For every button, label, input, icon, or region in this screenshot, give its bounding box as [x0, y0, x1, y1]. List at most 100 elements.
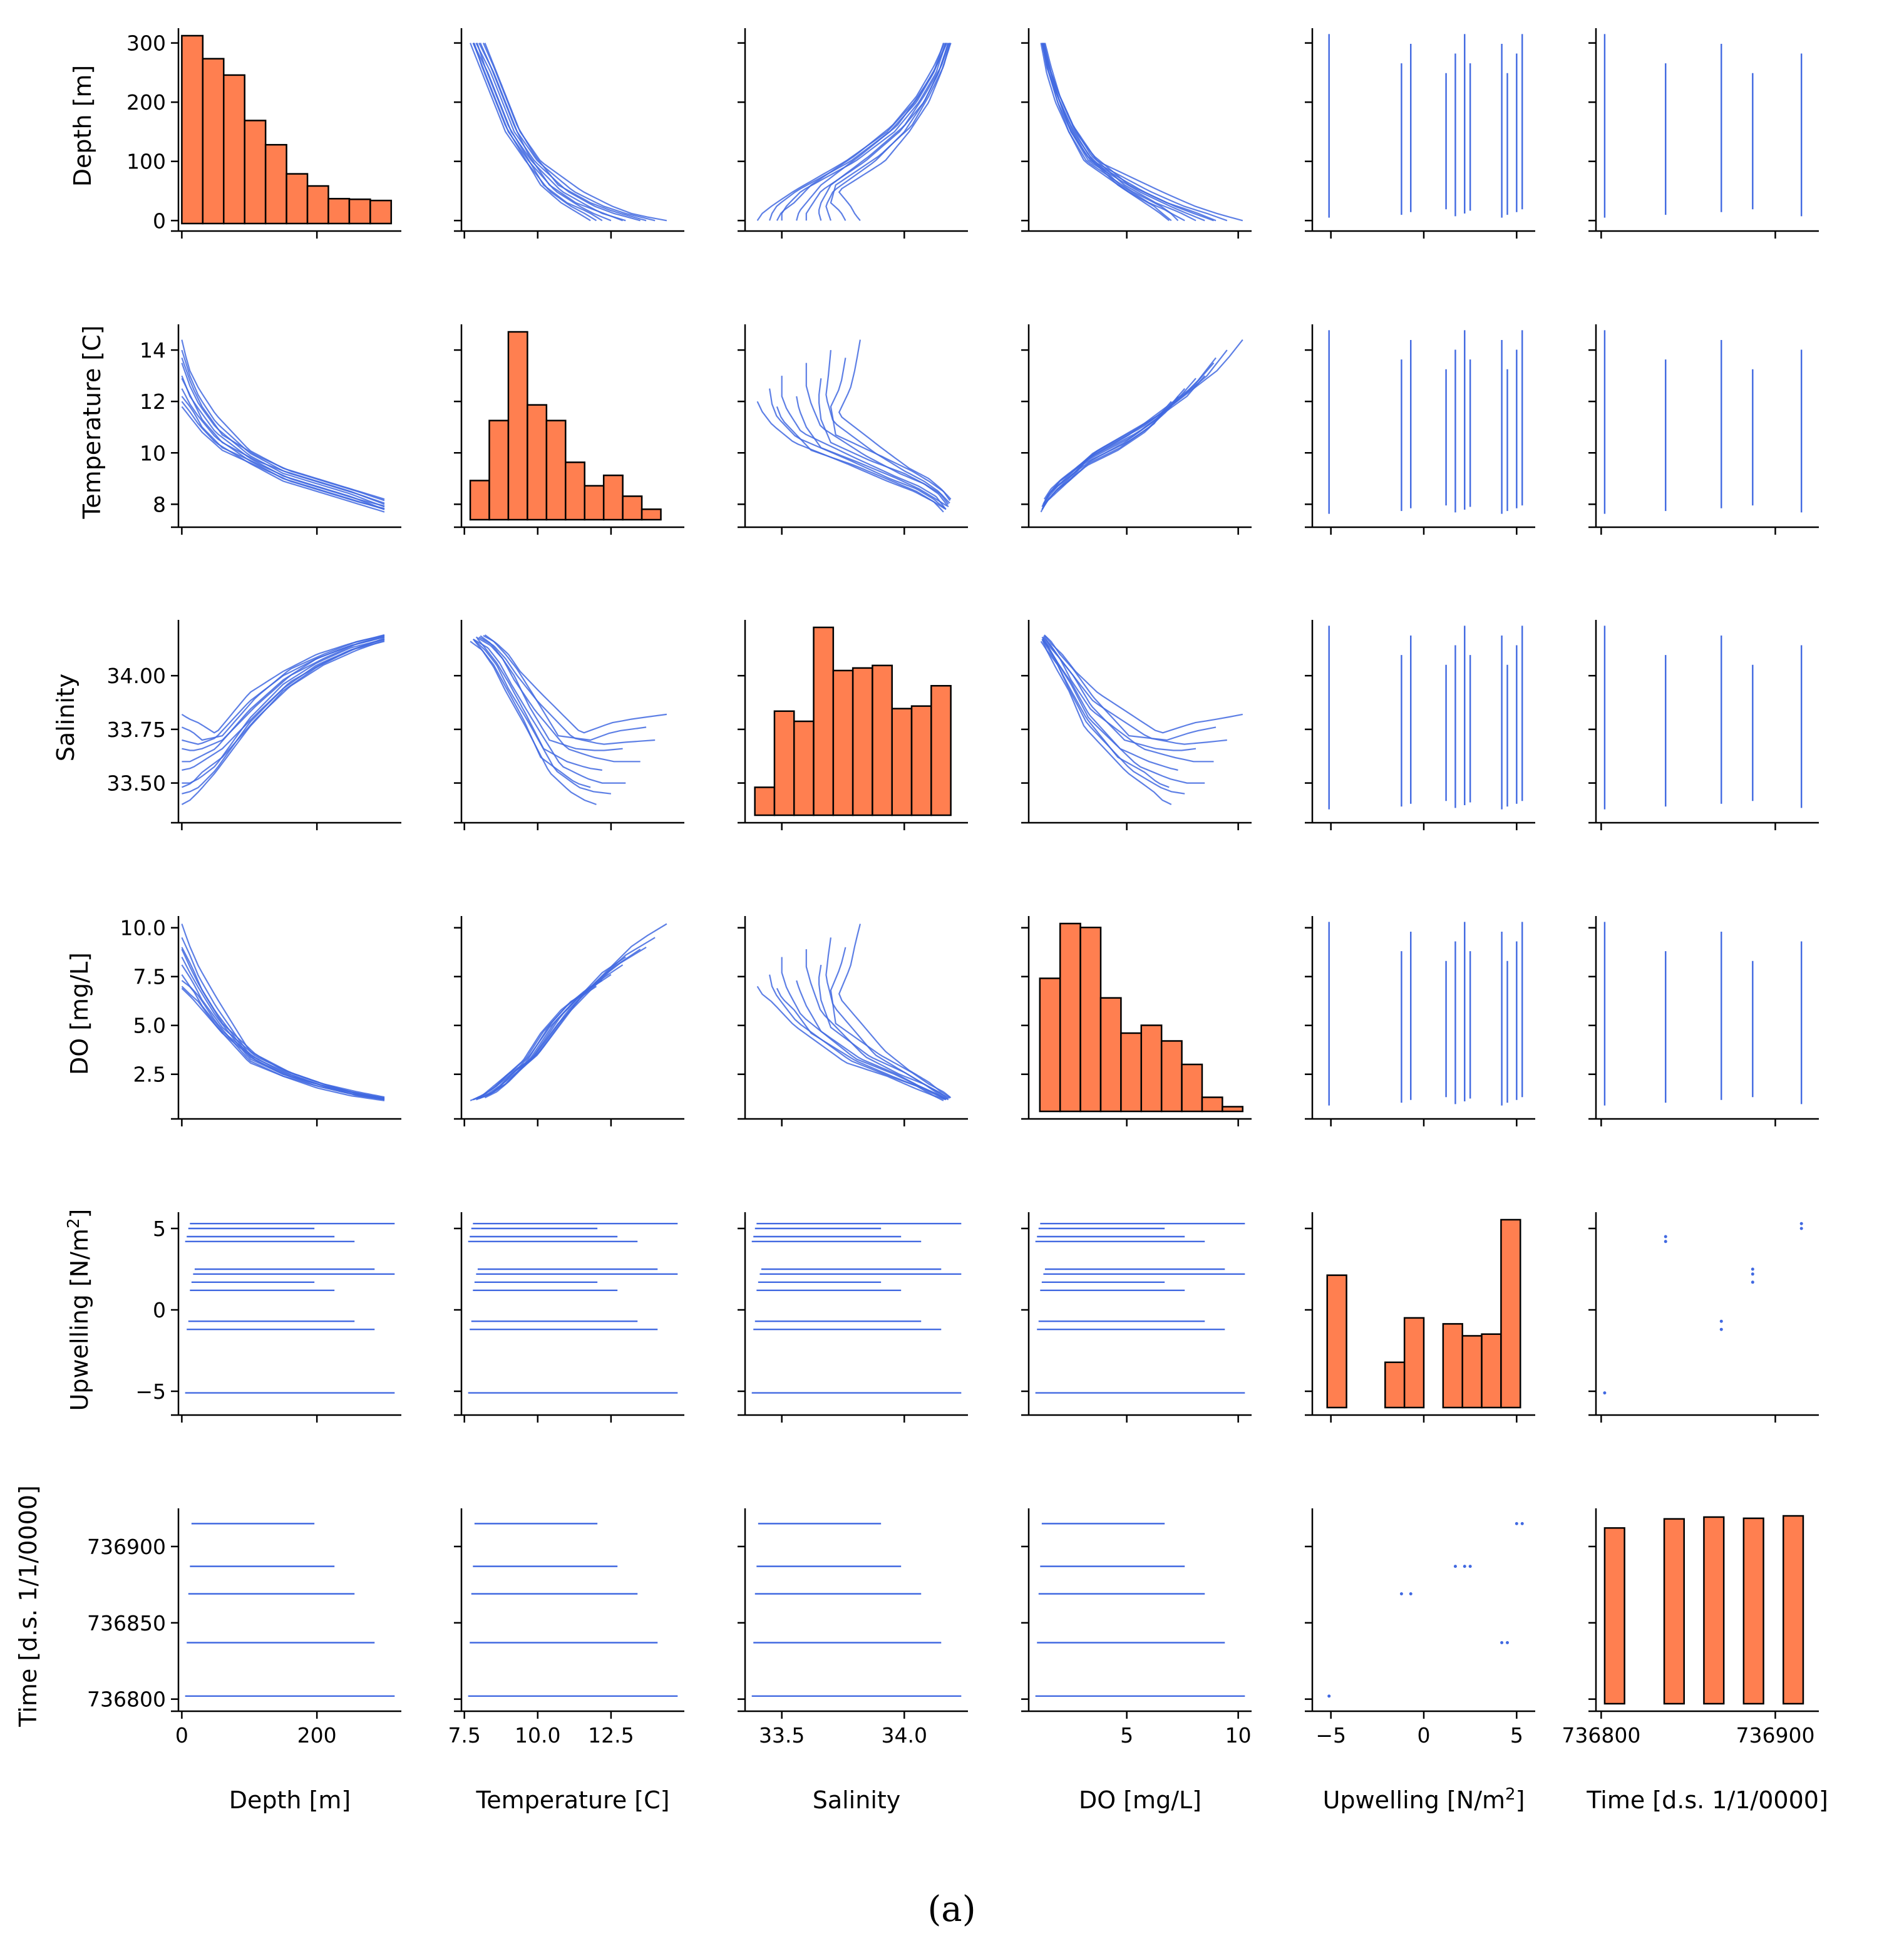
vertical-lines	[1603, 34, 1803, 218]
profile-line	[480, 964, 624, 1099]
profile-line	[181, 406, 385, 510]
x-tick-label: 7.5	[448, 1723, 480, 1748]
panel-upwelling-vs-salinity	[738, 1212, 968, 1423]
histogram-bar	[1442, 1323, 1463, 1409]
profile-lines	[470, 634, 667, 805]
panel-time-vs-temperature: 7.5 10.0 12.5	[448, 1508, 684, 1748]
histogram-bar	[1099, 997, 1122, 1113]
point	[1719, 1319, 1723, 1323]
y-tick-label: 10.0	[120, 916, 166, 940]
point	[1664, 1235, 1667, 1238]
histogram-bar	[1120, 1032, 1143, 1113]
x-axis-label-time: Time [d.s. 1/1/0000]	[1586, 1786, 1828, 1814]
profile-line	[1041, 43, 1205, 222]
histogram-bar	[181, 34, 204, 225]
x-tick-label: −5	[1315, 1723, 1346, 1748]
profile-line	[483, 635, 647, 741]
profile-line	[1043, 43, 1196, 222]
profile-line	[182, 638, 385, 795]
histogram-bar	[910, 705, 932, 816]
point	[1327, 1694, 1331, 1698]
profile-line	[756, 43, 944, 221]
point	[1751, 1267, 1754, 1271]
histogram-bar	[565, 461, 585, 521]
y-tick-label: 5	[153, 1217, 166, 1241]
y-tick-label: 0	[153, 1298, 166, 1322]
histogram-bar	[1201, 1096, 1223, 1113]
profile-line	[181, 358, 385, 502]
histogram-bar	[327, 198, 351, 225]
vertical-lines	[1603, 330, 1803, 514]
panel-do-vs-time	[1588, 916, 1819, 1126]
panel-time-vs-depth: 0 200 736800 736850 736900	[87, 1508, 401, 1748]
point	[1409, 1592, 1413, 1595]
profile-line	[769, 974, 947, 1101]
profile-line	[1041, 639, 1185, 795]
point	[1751, 1280, 1754, 1284]
histogram-bar	[1742, 1517, 1764, 1705]
vertical-lines	[1328, 626, 1523, 810]
histogram-bar	[1140, 1024, 1163, 1113]
profile-line	[475, 43, 641, 222]
sparse-points	[1327, 1522, 1524, 1698]
histogram-bar	[348, 198, 371, 225]
histogram-bar	[1222, 1106, 1244, 1113]
histogram-bar	[369, 199, 393, 225]
histogram-bar	[813, 626, 835, 816]
profile-line	[182, 636, 385, 763]
point	[1603, 1391, 1607, 1395]
profile-line	[1041, 43, 1185, 222]
panel-temperature-vs-salinity	[738, 324, 968, 535]
y-tick-label: 8	[153, 492, 166, 517]
profile-lines	[1040, 339, 1243, 513]
profile-line	[472, 639, 612, 795]
histogram-bar	[602, 474, 624, 521]
horizontal-lines	[468, 1222, 678, 1394]
panel-upwelling-vs-depth: −5 0 5	[135, 1212, 401, 1423]
y-tick-label: 200	[126, 90, 166, 115]
x-tick-label: 33.5	[759, 1723, 805, 1748]
y-tick-label: 12	[140, 389, 166, 414]
histogram-bar	[264, 143, 287, 225]
profile-lines	[756, 43, 952, 221]
profile-lines	[1040, 43, 1243, 222]
histogram-bar	[1403, 1317, 1425, 1409]
x-tick-label: 736800	[1562, 1723, 1640, 1748]
y-tick-label: 33.50	[107, 771, 166, 796]
histogram-bar	[469, 480, 490, 521]
histogram-bar	[1160, 1040, 1183, 1113]
panel-depth-vs-time	[1588, 28, 1819, 239]
profile-lines	[1040, 634, 1243, 805]
profile-line	[480, 43, 623, 222]
y-tick-label: 10	[140, 441, 166, 465]
panel-salinity-vs-temperature	[454, 620, 684, 830]
profile-line	[818, 43, 950, 221]
panel-temperature-vs-temperature	[454, 324, 684, 535]
point	[1468, 1565, 1472, 1568]
histogram-bar	[852, 667, 873, 816]
profile-line	[181, 363, 385, 508]
profile-lines	[756, 339, 952, 513]
profile-line	[182, 637, 385, 771]
histogram-bar	[754, 786, 776, 816]
profile-line	[1044, 635, 1217, 741]
x-tick-label: 34.0	[882, 1723, 927, 1748]
horizontal-lines	[468, 1523, 678, 1697]
histogram-bar	[1703, 1516, 1725, 1705]
profile-line	[181, 396, 385, 507]
horizontal-lines	[1035, 1222, 1245, 1394]
panel-salinity-vs-depth: 33.50 33.75 34.00	[107, 620, 401, 830]
profile-line	[830, 43, 951, 221]
horizontal-lines	[1035, 1523, 1245, 1697]
point	[1664, 1240, 1667, 1243]
x-tick-label: 0	[175, 1723, 188, 1748]
profile-line	[480, 635, 623, 751]
y-axis-label-upwelling: Upwelling [N/m2]	[64, 1209, 93, 1411]
panel-time-vs-salinity: 33.5 34.0	[738, 1508, 968, 1748]
profile-line	[181, 956, 385, 1101]
panel-temperature-vs-time	[1588, 324, 1819, 535]
profile-line	[830, 358, 951, 502]
panel-depth-vs-depth: 0 100 200 300	[126, 28, 401, 239]
x-axis-label-do: DO [mg/L]	[1079, 1786, 1202, 1814]
horizontal-lines	[185, 1222, 395, 1394]
